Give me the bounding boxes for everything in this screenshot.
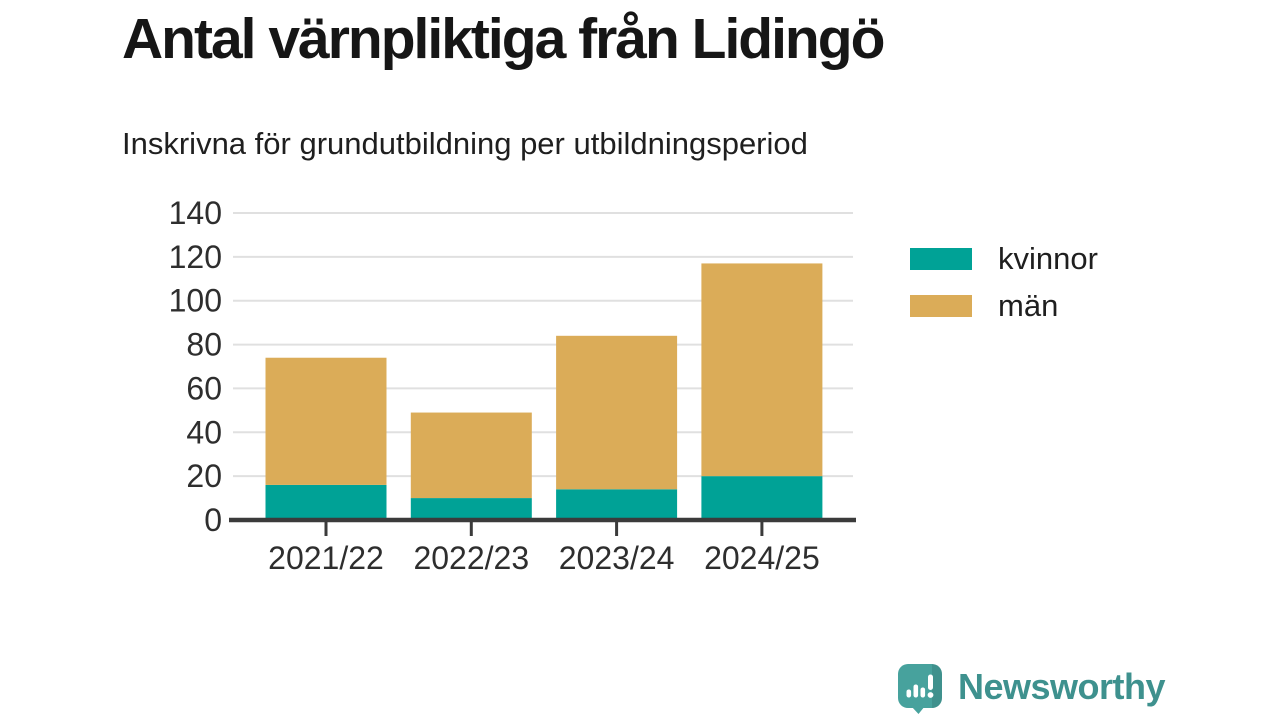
bar-segment-män-2023-24 — [556, 335, 678, 490]
y-axis-label-20: 20 — [186, 458, 222, 494]
chart-legend: kvinnor män — [910, 241, 1098, 340]
bar-segment-kvinnor-2023-24 — [556, 489, 678, 520]
legend-item-kvinnor: kvinnor — [910, 241, 1098, 276]
y-axis-label-0: 0 — [204, 502, 222, 538]
bar-segment-män-2021-22 — [265, 357, 387, 485]
y-axis-label-120: 120 — [169, 239, 222, 275]
bar-segment-kvinnor-2024-25 — [701, 476, 823, 520]
logo-bar-medium — [920, 687, 926, 698]
legend-label-man: män — [998, 288, 1059, 323]
x-axis-label-2024-25: 2024/25 — [704, 540, 820, 576]
x-axis-label-2023-24: 2023/24 — [559, 540, 675, 576]
logo-exclamation-bar — [928, 674, 933, 690]
kvinnor-color-swatch — [910, 248, 972, 270]
newsworthy-logo-icon — [898, 664, 942, 714]
y-axis-label-40: 40 — [186, 414, 222, 450]
bar-segment-män-2022-23 — [410, 412, 532, 499]
bar-segment-kvinnor-2021-22 — [265, 484, 387, 520]
x-axis-label-2021-22: 2021/22 — [268, 540, 384, 576]
man-color-swatch — [910, 295, 972, 317]
legend-label-kvinnor: kvinnor — [998, 241, 1098, 276]
chart-title: Antal värnpliktiga från Lidingö — [122, 7, 885, 71]
legend-item-man: män — [910, 288, 1098, 323]
y-axis-label-80: 80 — [186, 327, 222, 363]
newsworthy-wordmark: Newsworthy — [958, 666, 1166, 707]
bar-segment-kvinnor-2022-23 — [410, 498, 532, 520]
y-axis-label-100: 100 — [169, 283, 222, 319]
y-axis-label-140: 140 — [169, 195, 222, 231]
y-axis-label-60: 60 — [186, 370, 222, 406]
logo-bar-tall — [913, 684, 919, 698]
chart-subtitle: Inskrivna för grundutbildning per utbild… — [122, 126, 808, 161]
x-axis-label-2022-23: 2022/23 — [413, 540, 529, 576]
newsworthy-branding: Newsworthy — [898, 664, 1166, 714]
logo-exclamation-dot — [927, 692, 934, 698]
bar-segment-män-2024-25 — [701, 263, 823, 477]
logo-bar-small — [906, 689, 912, 698]
